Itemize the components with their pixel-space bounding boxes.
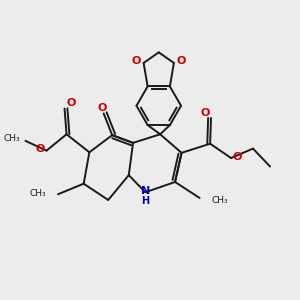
- Text: N: N: [141, 186, 150, 196]
- Text: O: O: [232, 152, 242, 162]
- Text: CH₃: CH₃: [29, 189, 46, 198]
- Text: O: O: [66, 98, 76, 109]
- Text: H: H: [142, 196, 150, 206]
- Text: O: O: [131, 56, 141, 67]
- Text: O: O: [36, 144, 45, 154]
- Text: CH₃: CH₃: [212, 196, 228, 205]
- Text: O: O: [200, 108, 209, 118]
- Text: O: O: [98, 103, 107, 113]
- Text: CH₃: CH₃: [4, 134, 20, 143]
- Text: O: O: [177, 56, 186, 67]
